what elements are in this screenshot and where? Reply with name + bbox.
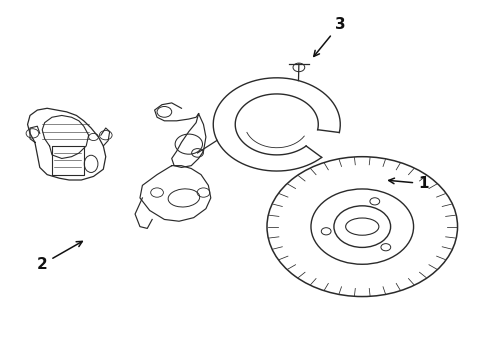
Text: 1: 1	[389, 176, 429, 191]
Text: 3: 3	[314, 17, 345, 57]
Text: 2: 2	[37, 242, 82, 272]
